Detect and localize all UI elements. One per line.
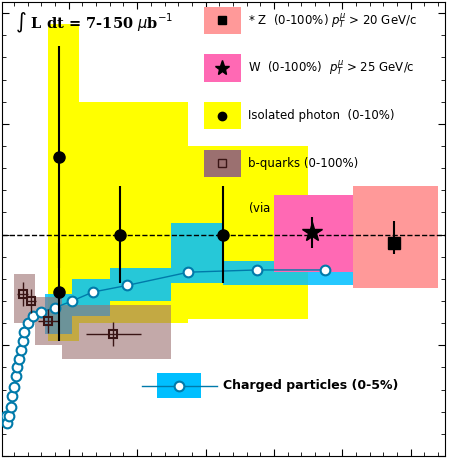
- Bar: [203, 150, 241, 177]
- Text: W  (0-100%)  $p_T^{\mu}$ > 25 GeV/c: W (0-100%) $p_T^{\mu}$ > 25 GeV/c: [248, 59, 414, 77]
- Text: Isolated photon  (0-10%): Isolated photon (0-10%): [248, 109, 394, 122]
- Bar: [203, 102, 241, 129]
- Bar: [203, 6, 241, 34]
- Bar: [157, 373, 202, 398]
- Text: b-quarks (0-100%): b-quarks (0-100%): [248, 157, 358, 170]
- Text: * Z  (0-100%) $p_T^{\mu}$ > 20 GeV/c: * Z (0-100%) $p_T^{\mu}$ > 20 GeV/c: [248, 11, 417, 30]
- Text: (via secondary J/$\psi$): (via secondary J/$\psi$): [248, 200, 359, 217]
- Text: Charged particles (0-5%): Charged particles (0-5%): [224, 379, 399, 392]
- Bar: [203, 55, 241, 82]
- Text: $\int$ L dt = 7-150 $\mu$b$^{-1}$: $\int$ L dt = 7-150 $\mu$b$^{-1}$: [16, 11, 174, 35]
